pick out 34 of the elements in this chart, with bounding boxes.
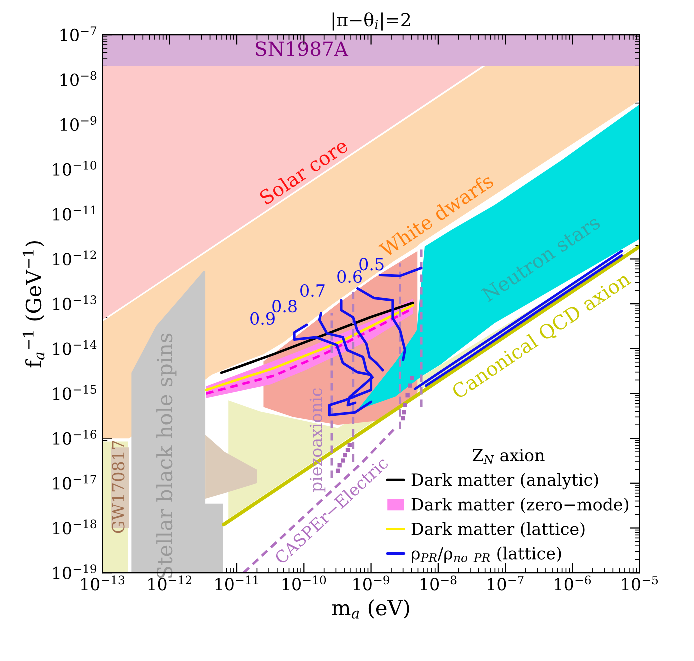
annotation: 0.5 (360, 258, 384, 271)
y-tick-label: 10$^{−13}$ (53, 296, 96, 311)
x-tick-label: 10$^{−6}$ (555, 576, 592, 591)
y-tick-label: 10$^{−16}$ (53, 430, 97, 446)
y-tick-label: 10$^{−10}$ (53, 161, 97, 176)
annotation: GW170817 (112, 441, 125, 534)
chart-title: |π−θ$_{i}$|=2 (332, 12, 410, 31)
legend-label: Dark matter (lattice) (412, 522, 585, 538)
x-tick-label: 10$^{−7}$ (488, 576, 524, 591)
annotation: 0.9 (250, 312, 275, 326)
x-tick-label: 10$^{−8}$ (420, 576, 457, 591)
y-tick-label: 10$^{−18}$ (53, 520, 97, 535)
y-tick-label: 10$^{−12}$ (53, 250, 96, 266)
y-tick-label: 10$^{−8}$ (60, 71, 97, 86)
y-tick-label: 10$^{−15}$ (53, 385, 96, 400)
x-tick-label: 10$^{−5}$ (622, 576, 658, 591)
y-tick-label: 10$^{−11}$ (53, 206, 96, 221)
annotation: 0.8 (272, 300, 297, 313)
annotation: 0.7 (300, 284, 325, 298)
y-tick-label: 10$^{−7}$ (60, 26, 97, 42)
y-axis-title: f$_{a}$$^{−1}$ (GeV$^{−1}$) (22, 241, 45, 368)
y-tick-label: 10$^{−14}$ (53, 340, 97, 356)
x-tick-label: 10$^{−11}$ (216, 576, 258, 591)
y-tick-label: 10$^{−17}$ (53, 474, 96, 490)
band-label: SN1987A (256, 42, 349, 56)
legend-label: Dark matter (analytic) (412, 473, 598, 490)
annotation: 0.6 (338, 270, 362, 284)
legend-label: Dark matter (zero−mode) (412, 498, 629, 514)
x-tick-label: 10$^{−10}$ (282, 576, 326, 591)
legend-title: Z$_{N}$ axion (472, 449, 545, 464)
x-tick-label: 10$^{−13}$ (81, 576, 125, 591)
y-tick-label: 10$^{−9}$ (60, 116, 97, 132)
x-axis-title: m$_{a}$ (eV) (332, 600, 410, 619)
x-tick-label: 10$^{−9}$ (354, 576, 390, 591)
